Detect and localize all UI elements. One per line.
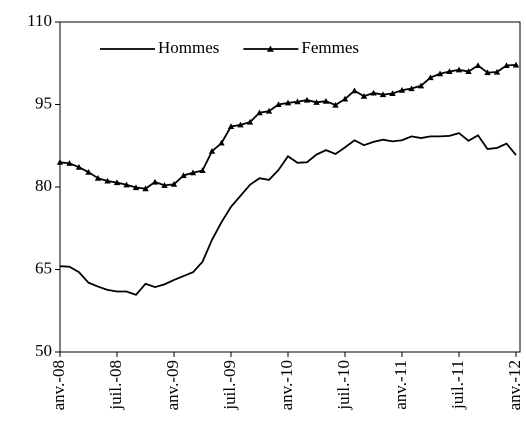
point-marker [189,169,197,176]
point-marker [503,62,510,69]
point-marker [341,95,349,102]
point-marker [379,91,387,98]
point-marker [303,96,311,103]
point-marker [370,89,377,96]
point-marker [512,61,520,68]
x-tick-label: anv.-12 [505,360,524,410]
point-marker [284,99,292,106]
x-tick-label: anv.-10 [277,360,296,410]
x-tick-label: anv.-11 [391,360,410,410]
point-marker [56,159,64,165]
point-marker [465,68,472,75]
point-marker [142,185,149,192]
y-tick-label: 110 [27,11,52,30]
point-marker [85,168,92,175]
point-marker [322,98,330,104]
point-marker [294,98,301,105]
point-marker [398,87,406,93]
legend-marker [266,45,274,52]
point-marker [484,69,491,76]
point-marker [237,121,244,128]
legend-label: Hommes [158,38,219,57]
point-marker [199,167,206,174]
point-marker [208,148,216,154]
point-marker [446,68,453,75]
point-marker [360,93,368,99]
point-marker [227,123,235,130]
point-marker [436,70,444,77]
y-tick-label: 50 [35,341,52,360]
point-marker [170,181,178,187]
x-tick-label: anv.-08 [49,360,68,410]
point-marker [408,85,415,92]
point-marker [180,172,187,179]
point-marker [389,90,396,97]
point-marker [275,101,282,108]
x-tick-label: anv.-09 [163,360,182,410]
point-marker [161,182,168,188]
point-marker [313,99,320,105]
point-marker [246,118,254,125]
point-marker [123,181,130,188]
point-marker [256,109,263,116]
legend-label: Femmes [301,38,359,57]
point-marker [151,178,159,185]
point-marker [113,179,121,186]
point-marker [66,160,73,166]
series-line [59,132,517,296]
x-tick-label: juil.-10 [334,360,353,411]
point-marker [455,66,463,73]
x-tick-label: juil.-11 [448,360,467,410]
x-tick-label: juil.-09 [220,360,239,411]
point-marker [474,62,482,69]
point-marker [132,184,140,191]
point-marker [75,164,83,170]
series-line [59,64,517,190]
point-marker [351,87,358,94]
y-tick-label: 80 [35,176,52,195]
point-marker [265,107,273,114]
point-marker [332,101,339,108]
point-marker [104,177,111,184]
point-marker [218,139,225,146]
x-tick-label: juil.-08 [106,360,125,411]
point-marker [94,175,102,181]
point-marker [427,74,434,81]
y-tick-label: 65 [35,258,52,277]
point-marker [493,68,501,75]
y-tick-label: 95 [35,93,52,112]
point-marker [417,82,425,89]
